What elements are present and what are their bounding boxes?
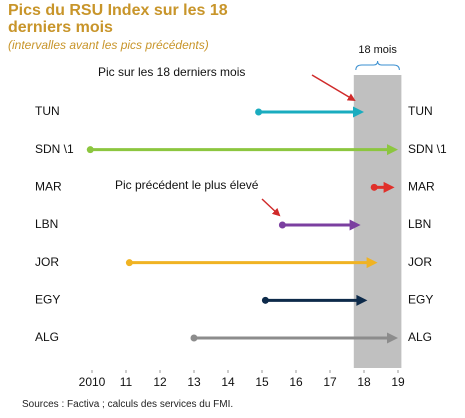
category-label-right: EGY	[408, 293, 433, 307]
category-label-right: ALG	[408, 330, 432, 344]
start-dot	[278, 221, 286, 229]
arrow-head	[387, 144, 398, 156]
arrow-head	[353, 106, 364, 118]
highlight-label: 18 mois	[358, 44, 397, 56]
category-label-right: JOR	[408, 255, 432, 269]
x-tick-label: 19	[391, 375, 405, 389]
highlight-brace	[355, 60, 400, 71]
arrow-head	[387, 332, 398, 344]
category-label-right: LBN	[408, 217, 431, 231]
x-tick-label: 11	[120, 375, 133, 389]
category-label: EGY	[35, 293, 60, 307]
annotation: Pic précédent le plus élevé	[115, 178, 259, 192]
category-label: TUN	[35, 104, 60, 118]
chart-subtitle: (intervalles avant les pics précédents)	[8, 38, 209, 52]
start-dot	[190, 334, 198, 342]
category-label: JOR	[35, 255, 59, 269]
x-tick-label: 13	[187, 375, 201, 389]
annotation-arrow	[261, 198, 281, 217]
x-tick-label: 2010	[79, 375, 106, 389]
category-label-right: MAR	[408, 180, 435, 194]
x-tick-label: 17	[323, 375, 337, 389]
x-tick-label: 12	[153, 375, 167, 389]
category-label: ALG	[35, 330, 59, 344]
start-dot	[370, 183, 378, 191]
source-note: Sources : Factiva ; calculs des services…	[22, 399, 234, 410]
category-label-right: SDN \1	[408, 142, 447, 156]
x-tick-label: 14	[221, 375, 235, 389]
category-label: MAR	[35, 180, 62, 194]
start-dot	[125, 259, 133, 267]
category-label: LBN	[35, 217, 58, 231]
start-dot	[255, 108, 263, 116]
x-tick-label: 16	[289, 375, 303, 389]
arrow-head	[349, 219, 361, 231]
arrow-head	[383, 181, 395, 193]
arrow-head	[356, 294, 368, 306]
arrow-head	[366, 257, 378, 269]
chart-title: Pics du RSU Index sur les 18 derniers mo…	[8, 2, 228, 36]
annotation-arrow	[311, 74, 356, 102]
annotation: Pic sur les 18 derniers mois	[98, 65, 245, 79]
x-tick-label: 18	[357, 375, 371, 389]
x-tick-label: 15	[255, 375, 269, 389]
highlight-band	[353, 75, 402, 368]
start-dot	[261, 296, 269, 304]
start-dot	[86, 146, 94, 154]
category-label: SDN \1	[35, 142, 74, 156]
category-label-right: TUN	[408, 104, 433, 118]
